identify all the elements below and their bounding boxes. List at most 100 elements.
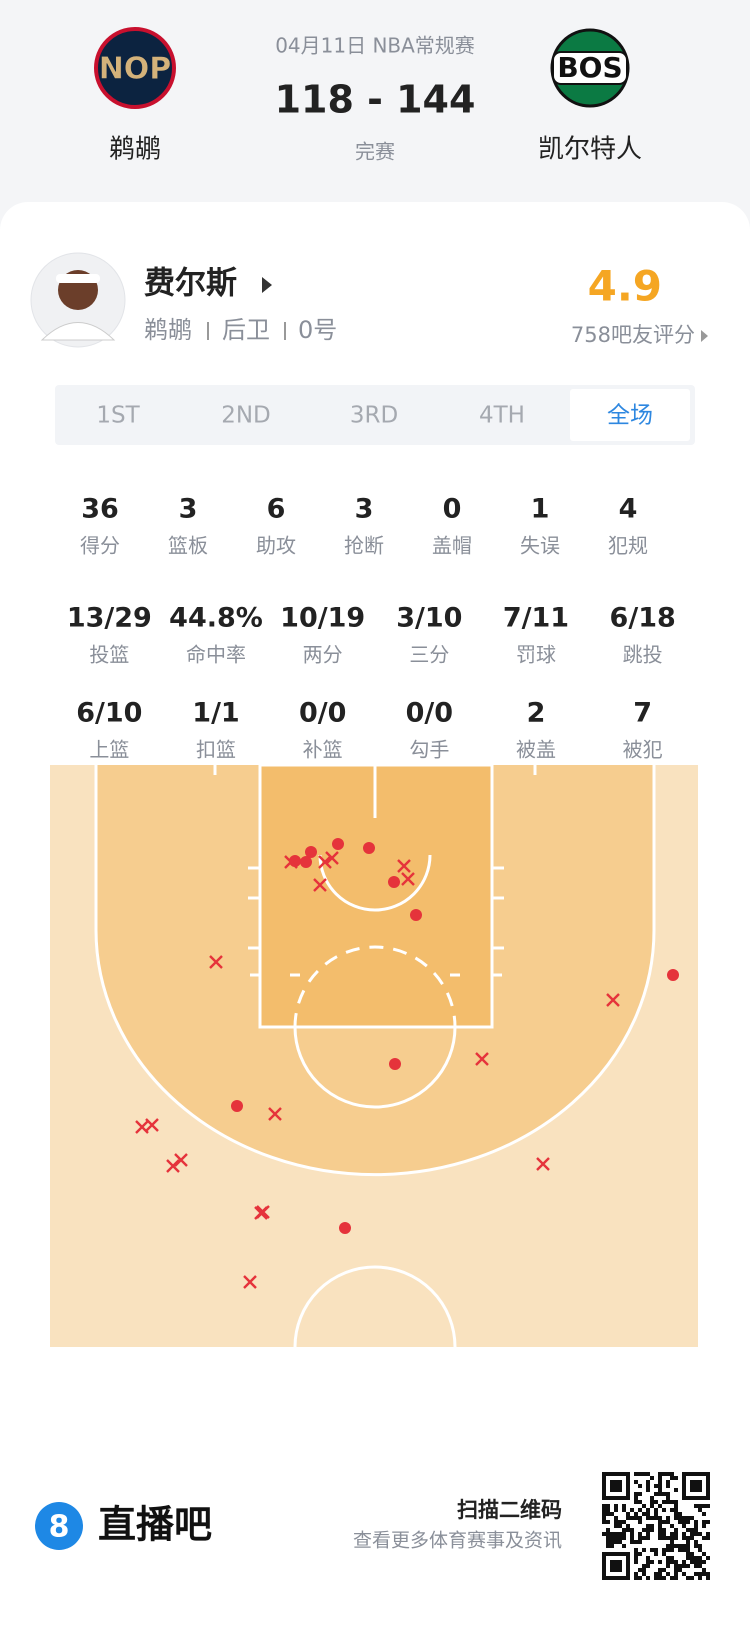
qr-module [690,1532,694,1536]
miss [401,872,415,886]
qr-module [682,1516,686,1520]
qr-module [666,1572,670,1576]
qr-module [614,1520,618,1524]
qr-finder [610,1560,622,1572]
stat-label: 盖帽 [432,534,472,558]
qr-module [622,1532,626,1536]
qr-module [682,1524,686,1528]
qr-module [654,1548,658,1552]
qr-module [702,1552,706,1556]
rating-arrow[interactable] [701,330,708,342]
qr-module [666,1536,670,1540]
qr-module [694,1504,698,1508]
qr-module [642,1504,646,1508]
qr-module [602,1520,606,1524]
qr-module [658,1536,662,1540]
qr-module [678,1520,682,1524]
qr-module [682,1564,686,1568]
qr-module [614,1532,618,1536]
qr-module [630,1540,634,1544]
qr-module [606,1536,610,1540]
stat-label: 助攻 [256,534,296,558]
stat-value: 6 [267,494,286,525]
qr-module [658,1492,662,1496]
scan-desc: 查看更多体育赛事及资讯 [353,1530,562,1552]
qr-module [654,1516,658,1520]
qr-module [670,1544,674,1548]
qr-module [702,1520,706,1524]
qr-module [610,1532,614,1536]
stat-label: 被盖 [516,738,556,762]
qr-module [606,1512,610,1516]
qr-module [654,1508,658,1512]
qr-module [682,1532,686,1536]
qr-module [646,1484,650,1488]
qr-module [638,1536,642,1540]
tab[interactable]: 1ST [96,403,140,429]
qr-module [650,1528,654,1532]
qr-module [658,1532,662,1536]
qr-module [658,1568,662,1572]
qr-module [654,1484,658,1488]
qr-module [670,1476,674,1480]
qr-module [666,1520,670,1524]
stat-label: 命中率 [186,643,246,667]
qr-module [682,1520,686,1524]
qr-module [630,1508,634,1512]
tab[interactable]: 2ND [221,403,271,429]
qr-module [658,1504,662,1508]
tab[interactable]: 3RD [350,403,398,429]
tab[interactable]: 4TH [479,403,525,429]
qr-module [610,1512,614,1516]
qr-module [686,1516,690,1520]
qr-module [682,1572,686,1576]
qr-module [658,1480,662,1484]
qr-module [698,1576,702,1580]
qr-module [690,1528,694,1532]
qr-module [670,1540,674,1544]
qr-module [670,1560,674,1564]
qr-module [690,1552,694,1556]
qr-module [694,1564,698,1568]
player-name[interactable]: 费尔斯 [144,266,237,302]
score: 118 - 144 [275,78,476,122]
qr-module [666,1548,670,1552]
brand-logo-text: 8 [49,1510,70,1545]
miss [284,855,298,869]
qr-module [658,1488,662,1492]
qr-module [662,1520,666,1524]
qr-code [600,1470,712,1582]
qr-module [666,1472,670,1476]
qr-module [642,1548,646,1552]
qr-module [650,1560,654,1564]
player-arrow[interactable] [262,277,272,293]
tab-active[interactable]: 全场 [607,403,653,429]
qr-module [706,1536,710,1540]
rating-label[interactable]: 758吧友评分 [571,323,695,347]
qr-module [626,1524,630,1528]
stat-label: 抢断 [344,534,384,558]
qr-module [694,1572,698,1576]
qr-module [638,1484,642,1488]
stat-label: 犯规 [608,534,648,558]
qr-module [682,1536,686,1540]
miss [209,955,223,969]
qr-module [674,1504,678,1508]
qr-module [634,1512,638,1516]
qr-module [634,1548,638,1552]
qr-module [658,1472,662,1476]
qr-module [682,1544,686,1548]
home-name: 鹈鹕 [109,135,161,165]
qr-module [686,1528,690,1532]
qr-module [690,1556,694,1560]
qr-module [634,1552,638,1556]
qr-module [706,1576,710,1580]
stat-value: 10/19 [280,603,365,634]
qr-module [674,1572,678,1576]
away-logo-text: BOS [557,51,622,84]
qr-module [702,1512,706,1516]
qr-module [634,1500,638,1504]
qr-module [634,1472,638,1476]
stat-value: 6/18 [610,603,676,634]
